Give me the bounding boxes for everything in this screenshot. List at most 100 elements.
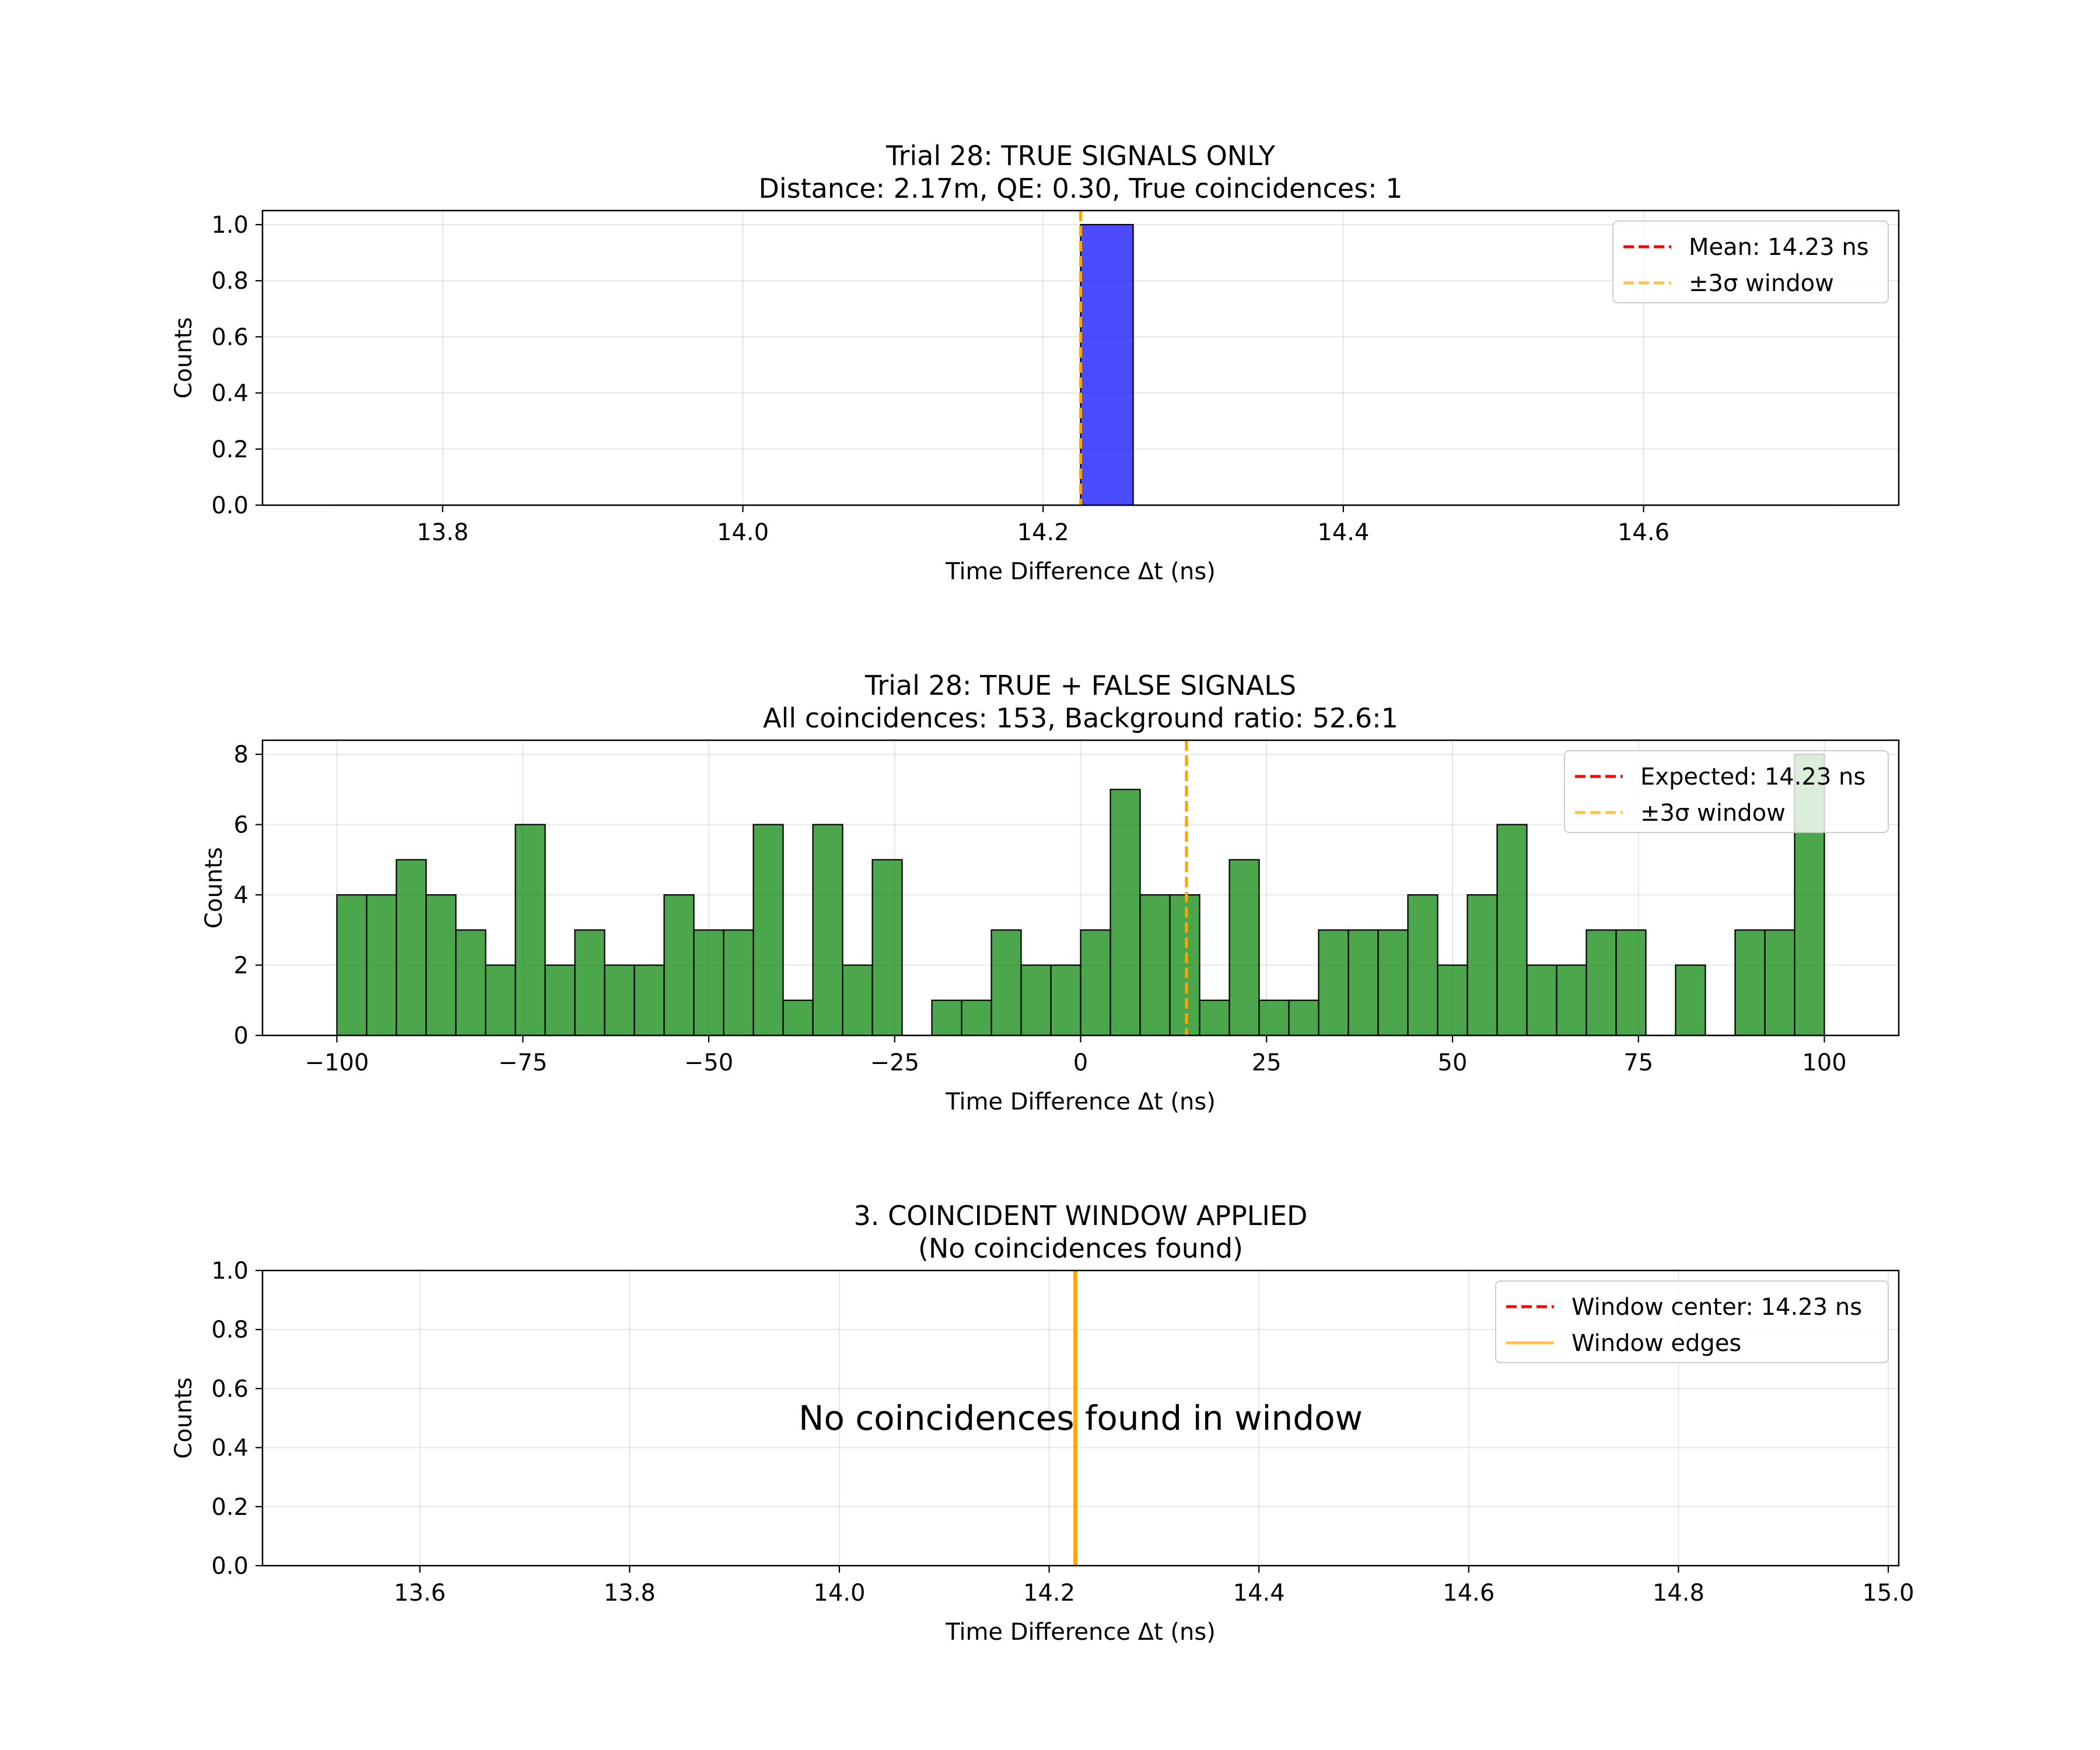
chart-2-bar <box>1199 999 1230 1037</box>
chart-2-title: Trial 28: TRUE + FALSE SIGNALS <box>864 670 1296 701</box>
chart-2-bar <box>604 964 635 1037</box>
chart-3: 13.6 13.8 14.0 14.2 14.4 14.6 14.8 15.0 0.0 0.2 0.… <box>170 1200 1915 1646</box>
chart-2-bar <box>336 894 368 1037</box>
chart-3-legend-label: Window center: 14.23 ns <box>1572 1294 1862 1321</box>
chart-2-bar <box>931 999 963 1037</box>
chart-2-bar <box>366 894 397 1037</box>
chart-1-y-tick-label: 0.8 <box>211 268 249 295</box>
chart-2-x-tick-label: −75 <box>498 1049 547 1076</box>
chart-2-bar <box>1288 999 1320 1037</box>
chart-2-bar <box>693 929 724 1037</box>
chart-2-bar <box>663 894 695 1037</box>
chart-2-bar <box>1437 964 1468 1037</box>
chart-2-legend-box <box>1564 750 1889 833</box>
chart-1-x-tick-label: 14.4 <box>1317 519 1369 546</box>
chart-2-bar <box>1348 929 1379 1037</box>
chart-1-y-tick-label: 0.0 <box>211 492 249 519</box>
chart-2-bar <box>812 824 844 1037</box>
chart-1-axes-frame <box>261 209 1900 506</box>
chart-2-bar <box>752 824 784 1037</box>
chart-2-bar <box>1139 894 1171 1037</box>
chart-2-bar <box>1080 929 1111 1037</box>
chart-1-legend-label: ±3σ window <box>1689 270 1834 297</box>
chart-3-y-tick-label: 0.0 <box>211 1553 249 1580</box>
chart-2-bar <box>1110 789 1141 1037</box>
chart-3-x-tick-label: 14.8 <box>1653 1580 1704 1606</box>
chart-2-bar <box>1466 894 1498 1037</box>
chart-2-bar <box>1318 929 1349 1037</box>
chart-2-bar <box>1377 929 1409 1037</box>
chart-3-axes-frame <box>261 1269 1900 1567</box>
chart-2-bar <box>544 964 576 1037</box>
chart-3-y-axis-label: Counts <box>170 1377 197 1459</box>
chart-1-y-tick-label: 0.2 <box>211 436 249 463</box>
chart-3-x-axis-label: Time Difference Δt (ns) <box>945 1619 1216 1646</box>
chart-3-x-tick-label: 13.6 <box>394 1580 446 1606</box>
chart-2-bar <box>1407 894 1438 1037</box>
chart-2-bar <box>1764 929 1796 1037</box>
chart-1-legend-label: Mean: 14.23 ns <box>1689 234 1869 261</box>
chart-2-bar <box>514 824 546 1037</box>
chart-1-x-tick-label: 13.8 <box>416 519 468 546</box>
chart-2-bar <box>1258 999 1290 1037</box>
chart-3-y-tick-label: 0.8 <box>211 1317 249 1343</box>
chart-3-y-tick-label: 1.0 <box>211 1258 249 1284</box>
chart-3-y-tick-label: 0.2 <box>211 1494 249 1521</box>
chart-2-bar <box>396 859 427 1037</box>
chart-2-bar <box>1496 824 1528 1037</box>
chart-2-bar <box>782 999 814 1037</box>
chart-2-bar <box>1615 929 1647 1037</box>
chart-2-bar <box>872 859 903 1037</box>
chart-2-bar <box>723 929 754 1037</box>
chart-2-bar <box>961 999 992 1037</box>
chart-3-x-tick-label: 14.6 <box>1443 1580 1494 1606</box>
chart-2-bar <box>455 929 487 1037</box>
chart-2-x-tick-label: 0 <box>1073 1049 1088 1076</box>
chart-2-bar <box>1734 929 1766 1037</box>
chart-2-y-tick-label: 4 <box>234 882 249 909</box>
chart-3-x-tick-label: 14.2 <box>1023 1580 1075 1606</box>
chart-2-bar <box>634 964 665 1037</box>
chart-2-y-axis-label: Counts <box>201 847 228 929</box>
chart-2-x-tick-label: −25 <box>870 1049 919 1076</box>
chart-2-y-tick-label: 8 <box>234 741 249 768</box>
chart-3-annotation: No coincidences found in window <box>799 1398 1363 1438</box>
chart-3-subtitle: (No coincidences found) <box>918 1233 1243 1264</box>
chart-1-subtitle: Distance: 2.17m, QE: 0.30, True coincide… <box>758 173 1402 204</box>
chart-1-x-tick-label: 14.6 <box>1618 519 1670 546</box>
chart-2-bar <box>1020 964 1052 1037</box>
chart-2-legend-label: Expected: 14.23 ns <box>1640 764 1866 790</box>
chart-2-x-tick-label: 100 <box>1802 1049 1846 1076</box>
chart-1-y-axis-label: Counts <box>170 317 197 399</box>
chart-3-x-tick-label: 14.0 <box>813 1580 865 1606</box>
chart-3-legend-box <box>1495 1280 1889 1363</box>
chart-1: 13.8 14.0 14.2 14.4 14.6 0.0 0.2 0.4 0.6 0.8 1.0 Tr… <box>170 140 1900 585</box>
chart-2-y-tick-label: 6 <box>234 812 249 839</box>
chart-2: −100 −75 −50 −25 0 25 50 75 100 0 2 4 6 8 Trial 28: TR… <box>201 670 1900 1115</box>
chart-2-y-tick-label: 0 <box>234 1023 249 1049</box>
chart-2-bar <box>574 929 606 1037</box>
chart-2-bar <box>485 964 516 1037</box>
chart-2-x-tick-label: 50 <box>1438 1049 1468 1076</box>
chart-1-title: Trial 28: TRUE SIGNALS ONLY <box>886 140 1276 172</box>
chart-2-bar <box>1050 964 1082 1037</box>
chart-2-bar <box>1169 894 1200 1037</box>
chart-3-y-tick-label: 0.6 <box>211 1376 249 1402</box>
chart-2-bar <box>842 964 873 1037</box>
chart-1-y-tick-label: 0.6 <box>211 324 249 351</box>
chart-2-subtitle: All coincidences: 153, Background ratio:… <box>763 702 1398 734</box>
chart-2-x-axis-label: Time Difference Δt (ns) <box>945 1088 1216 1115</box>
chart-2-legend-label: ±3σ window <box>1640 800 1786 827</box>
chart-1-x-axis-label: Time Difference Δt (ns) <box>945 558 1216 585</box>
chart-2-bar <box>991 929 1022 1037</box>
chart-2-x-tick-label: −100 <box>305 1049 369 1076</box>
chart-3-x-tick-label: 15.0 <box>1862 1580 1914 1606</box>
chart-2-y-tick-label: 2 <box>234 953 249 979</box>
chart-3-y-tick-label: 0.4 <box>211 1435 249 1462</box>
chart-3-title: 3. COINCIDENT WINDOW APPLIED <box>854 1200 1308 1231</box>
chart-2-bar <box>1228 859 1260 1037</box>
chart-2-x-tick-label: −50 <box>684 1049 733 1076</box>
chart-1-bar <box>1080 223 1134 506</box>
chart-1-legend-box <box>1612 220 1889 303</box>
chart-1-y-tick-label: 0.4 <box>211 380 249 407</box>
